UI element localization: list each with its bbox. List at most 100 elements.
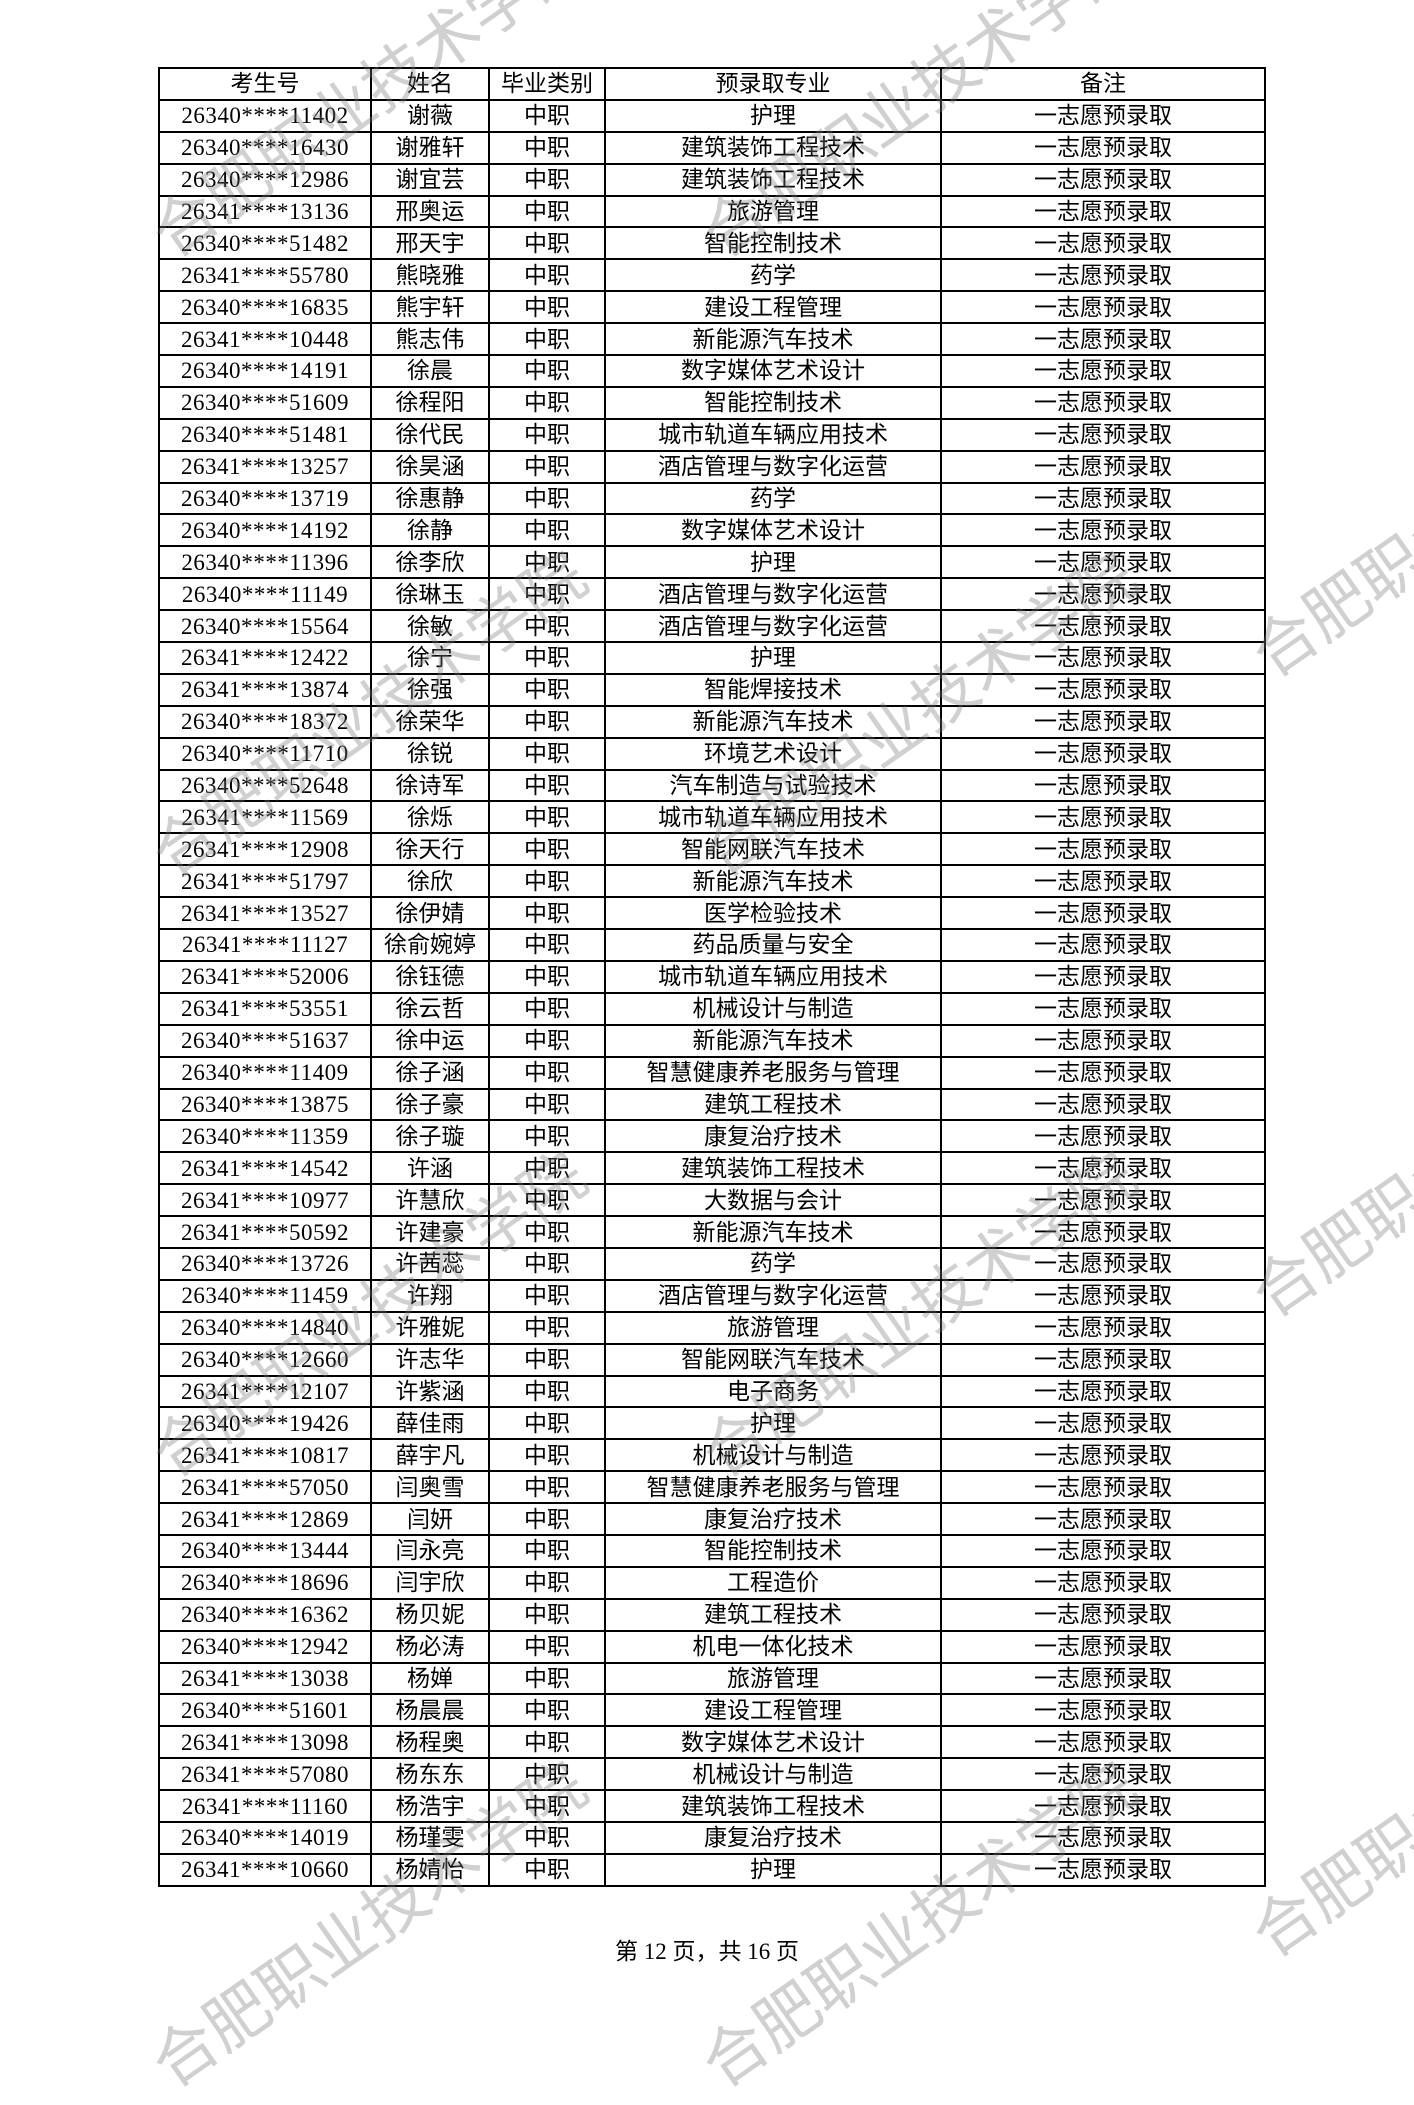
table-row: 26341****13527 徐伊婧 中职 医学检验技术 一志愿预录取 [158, 896, 1266, 931]
major-cell: 大数据与会计 [604, 1183, 942, 1218]
name-cell: 徐子涵 [370, 1055, 490, 1090]
table-row: 26341****53551 徐云哲 中职 机械设计与制造 一志愿预录取 [158, 991, 1266, 1026]
major-cell: 护理 [604, 98, 942, 133]
major-cell: 机电一体化技术 [604, 1629, 942, 1664]
graduation-type-cell: 中职 [488, 1502, 606, 1536]
exam-id-cell: 26340****12660 [158, 1342, 372, 1377]
remark-cell: 一志愿预录取 [940, 1502, 1266, 1536]
remark-cell: 一志愿预录取 [940, 1693, 1266, 1728]
exam-id-cell: 26340****13726 [158, 1246, 372, 1281]
exam-id-cell: 26340****13875 [158, 1087, 372, 1122]
remark-cell: 一志愿预录取 [940, 959, 1266, 994]
exam-id-cell: 26340****12942 [158, 1629, 372, 1664]
name-cell: 徐昊涵 [370, 449, 490, 484]
major-cell: 智能网联汽车技术 [604, 1342, 942, 1377]
remark-cell: 一志愿预录取 [940, 609, 1266, 644]
table-row: 26340****18696 闫宇欣 中职 工程造价 一志愿预录取 [158, 1565, 1266, 1600]
graduation-type-cell: 中职 [488, 1406, 606, 1441]
exam-id-cell: 26340****14192 [158, 513, 372, 548]
remark-cell: 一志愿预录取 [940, 513, 1266, 548]
exam-id-cell: 26341****12869 [158, 1502, 372, 1536]
exam-id-cell: 26340****51609 [158, 385, 372, 420]
table-row: 26341****11160 杨浩宇 中职 建筑装饰工程技术 一志愿预录取 [158, 1789, 1266, 1823]
exam-id-cell: 26340****18372 [158, 704, 372, 739]
table-row: 26340****51601 杨晨晨 中职 建设工程管理 一志愿预录取 [158, 1693, 1266, 1728]
remark-cell: 一志愿预录取 [940, 1597, 1266, 1632]
table-row: 26341****12869 闫妍 中职 康复治疗技术 一志愿预录取 [158, 1502, 1266, 1536]
major-cell: 建筑装饰工程技术 [604, 162, 942, 197]
name-cell: 徐子璇 [370, 1119, 490, 1154]
graduation-type-cell: 中职 [488, 577, 606, 612]
table-row: 26340****51637 徐中运 中职 新能源汽车技术 一志愿预录取 [158, 1023, 1266, 1058]
major-cell: 酒店管理与数字化运营 [604, 577, 942, 612]
page-number: 第 12 页，共 16 页 [615, 1939, 799, 1964]
graduation-type-cell: 中职 [488, 959, 606, 994]
remark-cell: 一志愿预录取 [940, 1215, 1266, 1249]
remark-cell: 一志愿预录取 [940, 226, 1266, 261]
graduation-type-cell: 中职 [488, 290, 606, 325]
major-cell: 新能源汽车技术 [604, 864, 942, 899]
remark-cell: 一志愿预录取 [940, 641, 1266, 675]
remark-cell: 一志愿预录取 [940, 577, 1266, 612]
table-row: 26341****50592 许建豪 中职 新能源汽车技术 一志愿预录取 [158, 1215, 1266, 1249]
remark-cell: 一志愿预录取 [940, 98, 1266, 133]
remark-cell: 一志愿预录取 [940, 1470, 1266, 1505]
graduation-type-cell: 中职 [488, 832, 606, 867]
remark-cell: 一志愿预录取 [940, 832, 1266, 867]
remark-cell: 一志愿预录取 [940, 896, 1266, 931]
table-row: 26340****51609 徐程阳 中职 智能控制技术 一志愿预录取 [158, 385, 1266, 420]
major-cell: 护理 [604, 1406, 942, 1441]
graduation-type-cell: 中职 [488, 1565, 606, 1600]
remark-cell: 一志愿预录取 [940, 1023, 1266, 1058]
name-cell: 杨婧怡 [370, 1852, 490, 1887]
table-row: 26340****16835 熊宇轩 中职 建设工程管理 一志愿预录取 [158, 290, 1266, 325]
remark-cell: 一志愿预录取 [940, 258, 1266, 293]
name-cell: 许慧欣 [370, 1183, 490, 1218]
table-row: 26341****52006 徐钰德 中职 城市轨道车辆应用技术 一志愿预录取 [158, 959, 1266, 994]
name-cell: 徐中运 [370, 1023, 490, 1058]
graduation-type-cell: 中职 [488, 1246, 606, 1281]
table-row: 26340****13875 徐子豪 中职 建筑工程技术 一志愿预录取 [158, 1087, 1266, 1122]
exam-id-cell: 26340****51482 [158, 226, 372, 261]
name-cell: 徐诗军 [370, 768, 490, 803]
graduation-type-cell: 中职 [488, 385, 606, 420]
remark-cell: 一志愿预录取 [940, 322, 1266, 357]
graduation-type-cell: 中职 [488, 226, 606, 261]
exam-id-cell: 26341****11127 [158, 928, 372, 962]
remark-cell: 一志愿预录取 [940, 1757, 1266, 1792]
major-cell: 药学 [604, 1246, 942, 1281]
exam-id-cell: 26340****13444 [158, 1533, 372, 1568]
graduation-type-cell: 中职 [488, 1757, 606, 1792]
graduation-type-cell: 中职 [488, 1087, 606, 1122]
exam-id-cell: 26340****11459 [158, 1278, 372, 1313]
major-cell: 机械设计与制造 [604, 1757, 942, 1792]
name-cell: 邢天宇 [370, 226, 490, 261]
name-cell: 谢宜芸 [370, 162, 490, 197]
exam-id-cell: 26341****10817 [158, 1438, 372, 1473]
remark-cell: 一志愿预录取 [940, 354, 1266, 388]
name-cell: 徐俞婉婷 [370, 928, 490, 962]
major-cell: 智慧健康养老服务与管理 [604, 1055, 942, 1090]
table-row: 26341****51797 徐欣 中职 新能源汽车技术 一志愿预录取 [158, 864, 1266, 899]
name-cell: 谢雅轩 [370, 130, 490, 165]
remark-cell: 一志愿预录取 [940, 1055, 1266, 1090]
graduation-type-cell: 中职 [488, 449, 606, 484]
major-cell: 药学 [604, 481, 942, 516]
remark-cell: 一志愿预录取 [940, 1820, 1266, 1855]
name-cell: 徐荣华 [370, 704, 490, 739]
name-cell: 熊志伟 [370, 322, 490, 357]
admission-table: 考生号 姓名 毕业类别 预录取专业 备注 26340****11402 谢薇 中职护… [158, 67, 1266, 1887]
exam-id-cell: 26341****14542 [158, 1151, 372, 1186]
major-cell: 新能源汽车技术 [604, 322, 942, 357]
table-row: 26340****51482 邢天宇 中职 智能控制技术 一志愿预录取 [158, 226, 1266, 261]
remark-cell: 一志愿预录取 [940, 1119, 1266, 1154]
remark-cell: 一志愿预录取 [940, 1342, 1266, 1377]
major-cell: 药品质量与安全 [604, 928, 942, 962]
remark-cell: 一志愿预录取 [940, 991, 1266, 1026]
remark-cell: 一志愿预录取 [940, 417, 1266, 452]
table-row: 26340****51481 徐代民 中职 城市轨道车辆应用技术 一志愿预录取 [158, 417, 1266, 452]
graduation-type-cell: 中职 [488, 864, 606, 899]
exam-id-cell: 26340****18696 [158, 1565, 372, 1600]
exam-id-cell: 26340****14019 [158, 1820, 372, 1855]
exam-id-cell: 26340****16430 [158, 130, 372, 165]
